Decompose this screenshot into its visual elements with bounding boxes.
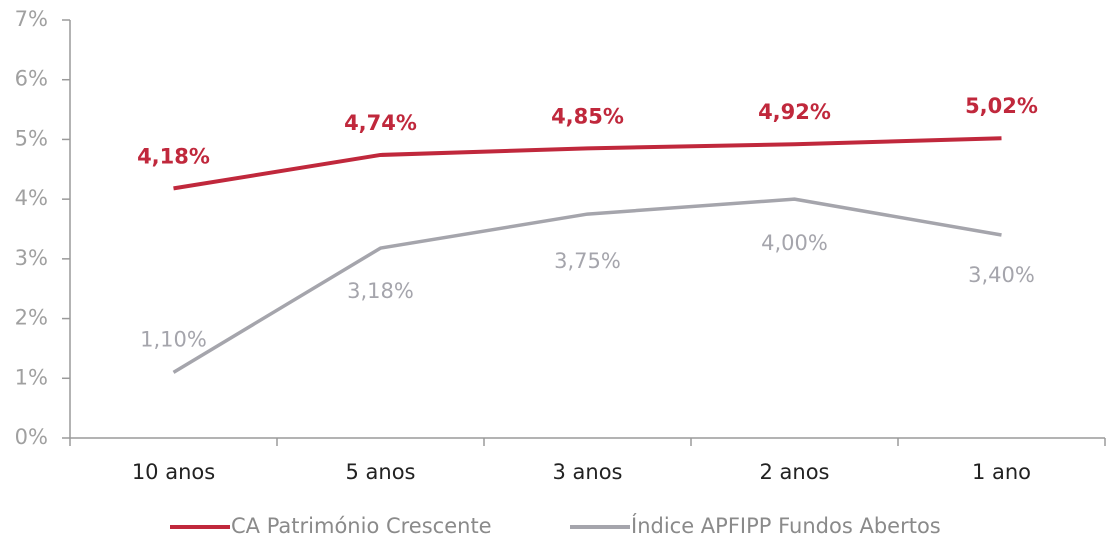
y-tick-label: 1%	[15, 365, 48, 389]
y-tick-label: 6%	[15, 67, 48, 91]
y-tick-label: 3%	[15, 246, 48, 270]
y-tick-label: 4%	[15, 186, 48, 210]
data-label: 4,00%	[761, 231, 828, 255]
x-tick-label: 2 anos	[759, 460, 829, 484]
data-label: 5,02%	[965, 94, 1038, 118]
data-label: 4,74%	[344, 111, 417, 135]
y-tick-label: 5%	[15, 126, 48, 150]
series-line	[173, 136, 1002, 191]
x-tick-label: 10 anos	[132, 460, 215, 484]
legend-label: Índice APFIPP Fundos Abertos	[631, 513, 941, 538]
data-label: 3,75%	[554, 249, 621, 273]
data-label: 4,18%	[137, 144, 210, 168]
x-tick-label: 5 anos	[345, 460, 415, 484]
y-tick-label: 2%	[15, 306, 48, 330]
legend-label: CA Património Crescente	[231, 514, 492, 538]
data-label: 3,40%	[968, 263, 1035, 287]
data-label: 1,10%	[140, 327, 207, 351]
x-tick-label: 1 ano	[972, 460, 1031, 484]
x-tick-label: 3 anos	[552, 460, 622, 484]
data-label: 4,92%	[758, 100, 831, 124]
y-tick-label: 0%	[15, 425, 48, 449]
data-label: 3,18%	[347, 279, 414, 303]
y-tick-label: 7%	[15, 7, 48, 31]
data-label: 4,85%	[551, 104, 624, 128]
series-line	[172, 197, 1002, 374]
